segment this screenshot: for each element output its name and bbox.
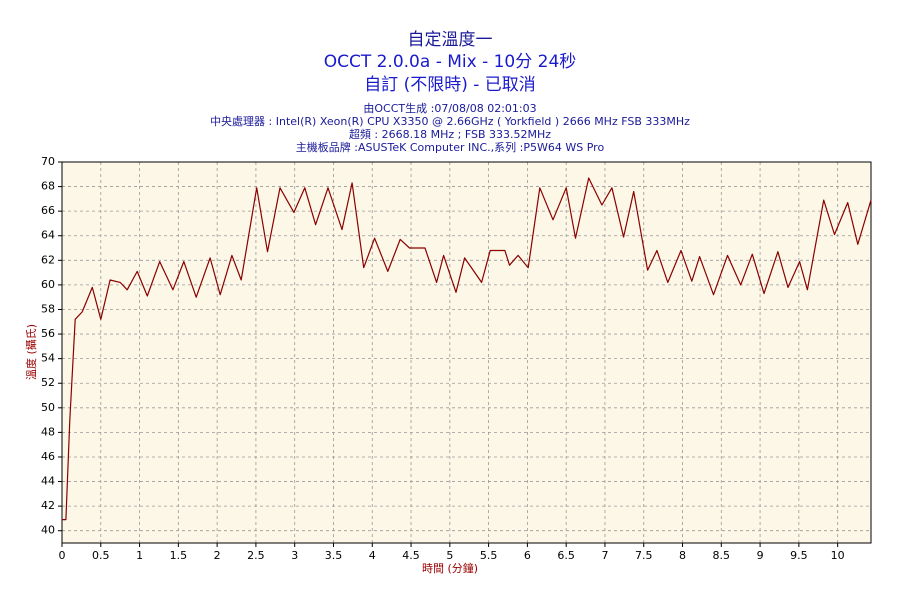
y-tick-label: 70: [41, 155, 55, 168]
x-tick-label: 5: [446, 549, 453, 562]
x-tick-label: 1: [136, 549, 143, 562]
y-tick-label: 58: [41, 302, 55, 315]
y-tick-label: 54: [41, 352, 55, 365]
y-tick-label: 56: [41, 327, 55, 340]
x-tick-label: 9: [757, 549, 764, 562]
y-tick-label: 60: [41, 278, 55, 291]
info-line: 超頻 : 2668.18 MHz ; FSB 333.52MHz: [349, 127, 551, 141]
y-tick-label: 44: [41, 475, 55, 488]
x-tick-label: 2: [214, 549, 221, 562]
info-line: 由OCCT生成 :07/08/08 02:01:03: [363, 101, 536, 115]
x-tick-label: 1.5: [170, 549, 188, 562]
y-tick-label: 46: [41, 450, 55, 463]
x-tick-label: 3.5: [325, 549, 343, 562]
temperature-line: [62, 177, 872, 521]
plot-frame: [61, 161, 872, 544]
y-tick-label: 52: [41, 376, 55, 389]
x-tick-label: 0: [59, 549, 66, 562]
info-line: 主機板品牌 :ASUSTeK Computer INC.,系列 :P5W64 W…: [296, 140, 605, 154]
y-tick-label: 40: [41, 524, 55, 537]
y-tick-label: 66: [41, 204, 55, 217]
y-tick-label: 48: [41, 425, 55, 438]
x-tick-label: 7: [601, 549, 608, 562]
x-tick-label: 3: [291, 549, 298, 562]
chart-subtitle: OCCT 2.0.0a - Mix - 10分 24秒: [324, 52, 577, 72]
y-tick-label: 64: [41, 229, 55, 242]
info-line: 中央處理器 : Intel(R) Xeon(R) CPU X3350 @ 2.6…: [210, 114, 690, 128]
y-tick-label: 62: [41, 253, 55, 266]
x-tick-label: 8.5: [713, 549, 731, 562]
y-tick-label: 42: [41, 499, 55, 512]
x-tick-label: 10: [831, 549, 845, 562]
y-axis-label: 溫度 (攝氏): [24, 324, 38, 380]
x-tick-label: 4.5: [402, 549, 420, 562]
y-tick-label: 68: [41, 180, 55, 193]
x-tick-label: 5.5: [480, 549, 498, 562]
x-tick-label: 0.5: [92, 549, 110, 562]
y-tick-label: 50: [41, 401, 55, 414]
x-tick-label: 4: [369, 549, 376, 562]
plot-area: [62, 162, 871, 543]
x-tick-label: 6: [524, 549, 531, 562]
x-tick-label: 7.5: [635, 549, 653, 562]
x-tick-label: 6.5: [557, 549, 575, 562]
chart-title: 自定溫度一: [408, 30, 493, 50]
x-tick-label: 8: [679, 549, 686, 562]
x-tick-label: 9.5: [790, 549, 808, 562]
chart-subtitle: 自訂 (不限時) - 已取消: [364, 75, 536, 95]
x-axis-label: 時間 (分鐘): [422, 561, 478, 575]
x-tick-label: 2.5: [247, 549, 265, 562]
